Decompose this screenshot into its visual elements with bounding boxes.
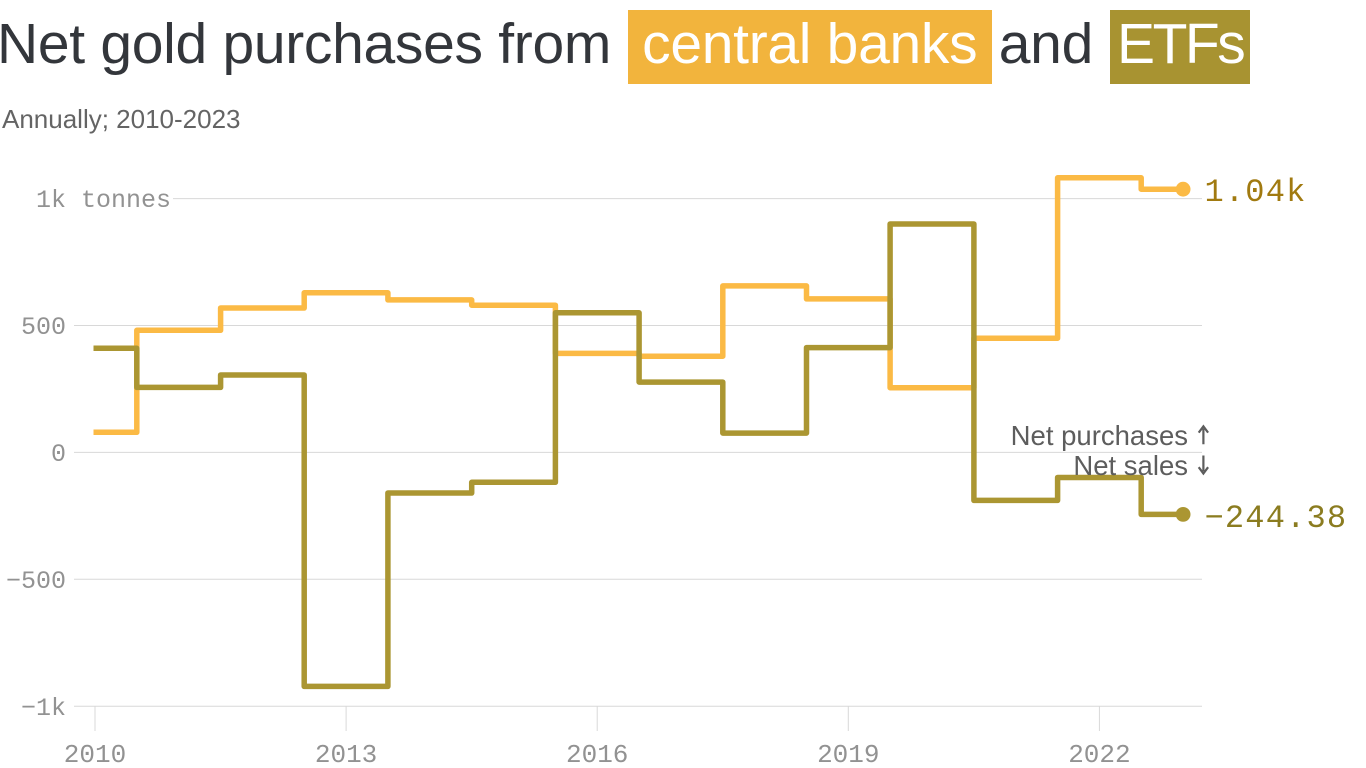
svg-text:−244.38: −244.38 — [1205, 500, 1348, 537]
svg-text:2019: 2019 — [817, 740, 879, 768]
svg-text:2010: 2010 — [64, 740, 126, 768]
svg-text:2016: 2016 — [566, 740, 628, 768]
svg-text:1.04k: 1.04k — [1205, 174, 1307, 211]
svg-text:0: 0 — [51, 440, 66, 469]
svg-text:2013: 2013 — [315, 740, 377, 768]
svg-text:−500: −500 — [6, 567, 66, 596]
svg-text:500: 500 — [21, 313, 66, 342]
svg-text:−1k: −1k — [21, 694, 66, 723]
svg-text:1k tonnes: 1k tonnes — [36, 186, 171, 215]
svg-text:2022: 2022 — [1068, 740, 1130, 768]
